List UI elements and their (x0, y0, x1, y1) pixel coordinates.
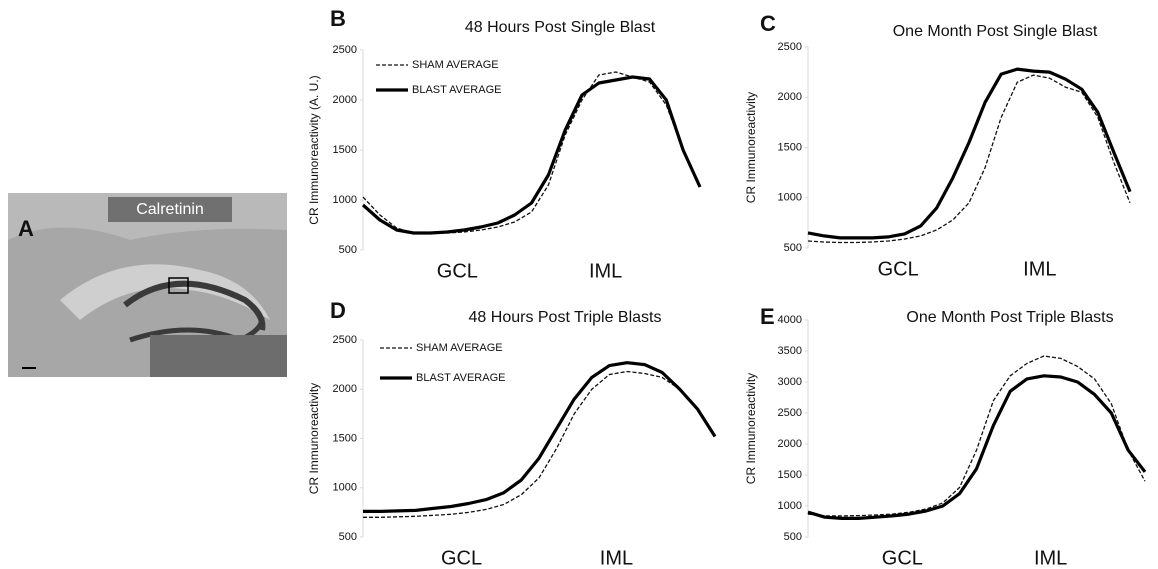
y-tick-label: 2500 (333, 334, 357, 346)
panel-letter: A (18, 216, 34, 241)
y-tick-label: 500 (339, 244, 357, 256)
legend-label: SHAM AVERAGE (412, 59, 499, 71)
y-tick-label: 500 (339, 531, 357, 543)
y-axis-label: CR Immunoreactivity (A. U.) (307, 75, 321, 224)
roi-box (168, 277, 189, 294)
tissue (60, 264, 270, 320)
data-line (362, 71, 701, 235)
x-region-label: GCL (878, 258, 919, 280)
y-tick-label: 1000 (778, 192, 802, 204)
chart-title: One Month Post Triple Blasts (906, 309, 1113, 326)
chart-title: One Month Post Single Blast (893, 23, 1098, 40)
y-tick-label: 2000 (333, 94, 357, 106)
panel-letter: D (330, 298, 346, 323)
y-tick-label: 4000 (778, 314, 802, 326)
data-line (363, 361, 717, 513)
y-tick-label: 1000 (778, 500, 802, 512)
y-tick-label: 1500 (333, 144, 357, 156)
y-tick-label: 2500 (333, 44, 357, 56)
y-tick-label: 2500 (778, 41, 802, 53)
y-tick-label: 3500 (778, 345, 802, 357)
stain-label: Calretinin (136, 201, 204, 218)
data-line (807, 67, 1132, 240)
y-tick-label: 2000 (333, 383, 357, 395)
y-axis-label: CR Immunoreactivity (744, 373, 758, 484)
y-tick-label: 3000 (778, 376, 802, 388)
y-tick-label: 500 (784, 242, 802, 254)
y-axis-label: CR Immunoreactivity (307, 383, 321, 494)
tissue (150, 335, 287, 377)
legend-label: BLAST AVERAGE (416, 372, 505, 384)
panel-letter: B (330, 6, 346, 31)
data-line (807, 374, 1147, 520)
label-box (108, 197, 232, 222)
panel-letter: E (760, 304, 775, 329)
x-region-label: IML (1034, 547, 1067, 569)
data-line (361, 75, 702, 235)
data-line (807, 355, 1146, 517)
chart-title: 48 Hours Post Triple Blasts (469, 309, 662, 326)
y-tick-label: 2000 (778, 438, 802, 450)
x-region-label: GCL (441, 547, 482, 569)
y-tick-label: 2500 (778, 407, 802, 419)
data-line (363, 370, 716, 518)
y-tick-label: 1000 (333, 194, 357, 206)
panel-letter: C (760, 11, 776, 36)
x-region-label: IML (589, 260, 622, 282)
x-region-label: GCL (437, 260, 478, 282)
legend-label: BLAST AVERAGE (412, 84, 501, 96)
chart-title: 48 Hours Post Single Blast (465, 19, 656, 36)
y-tick-label: 500 (784, 531, 802, 543)
legend-label: SHAM AVERAGE (416, 342, 503, 354)
y-tick-label: 1500 (778, 469, 802, 481)
panel-a: Calretinin A (8, 193, 287, 377)
y-tick-label: 1500 (778, 141, 802, 153)
y-tick-label: 1500 (333, 432, 357, 444)
y-axis-label: CR Immunoreactivity (744, 92, 758, 203)
y-tick-label: 2000 (778, 91, 802, 103)
x-region-label: IML (600, 547, 633, 569)
x-region-label: IML (1023, 258, 1056, 280)
data-line (807, 74, 1131, 244)
y-tick-label: 1000 (333, 482, 357, 494)
x-region-label: GCL (882, 547, 923, 569)
